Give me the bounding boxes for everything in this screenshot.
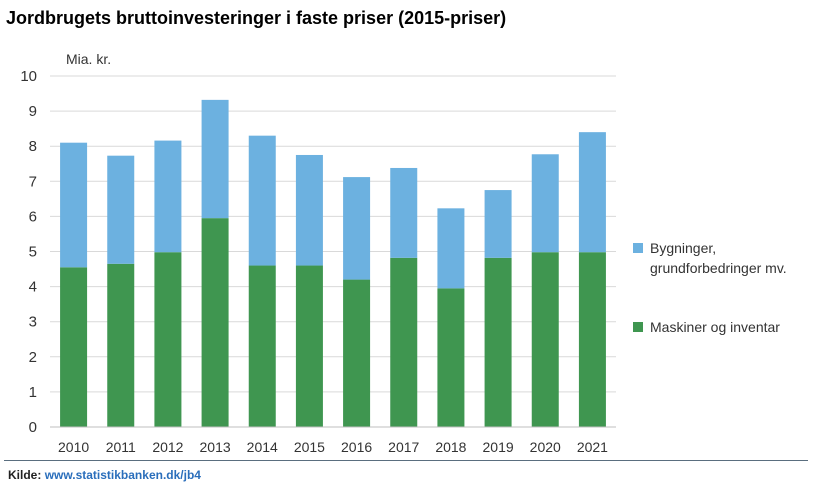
x-tick-label: 2013 (200, 439, 231, 455)
y-tick-label: 0 (29, 419, 37, 436)
bar-segment (531, 252, 559, 427)
x-tick-label: 2021 (577, 439, 608, 455)
bar-segment (295, 154, 323, 266)
x-tick-label: 2020 (530, 439, 561, 455)
bar-segment (390, 257, 418, 427)
y-tick-label: 2 (29, 349, 37, 366)
bar-segment (107, 263, 135, 427)
source-link[interactable]: www.statistikbanken.dk/jb4 (44, 468, 201, 482)
x-tick-label: 2010 (58, 439, 89, 455)
bar-segment (343, 279, 371, 427)
legend-label: Maskiner og inventar (650, 319, 780, 335)
bar-segment (201, 218, 229, 427)
gridlines (50, 75, 616, 393)
stacked-bar-chart: 0 1 2 3 4 5 6 7 8 9 10 Mia. kr. 2010 2011 2012 2013 2014… (20, 51, 787, 455)
bars (60, 99, 606, 427)
y-tick-label: 7 (29, 173, 37, 190)
bar-segment (107, 155, 135, 264)
bar-segment (531, 154, 559, 253)
x-tick-label: 2015 (294, 439, 325, 455)
x-tick-label: 2012 (152, 439, 183, 455)
bar-segment (248, 265, 276, 427)
bar-segment (437, 208, 465, 289)
bar-segment (578, 252, 606, 427)
source-divider (4, 460, 808, 461)
y-tick-label: 9 (29, 103, 37, 120)
y-tick-label: 3 (29, 314, 37, 331)
legend-label: Bygninger, grundforbedringer mv. (650, 240, 787, 276)
bar-segment (60, 142, 88, 268)
x-tick-label: 2014 (247, 439, 278, 455)
bar-segment (343, 177, 371, 280)
bar-segment (484, 190, 512, 258)
source-prefix: Kilde: (8, 468, 42, 482)
x-tick-label: 2019 (483, 439, 514, 455)
bar-segment (437, 288, 465, 427)
y-tick-label: 1 (29, 384, 37, 401)
legend-swatch (633, 243, 643, 253)
bar-segment (578, 132, 606, 253)
bar-segment (248, 135, 276, 266)
bar-segment (390, 167, 418, 258)
y-tick-label: 4 (29, 279, 37, 296)
y-axis-label: Mia. kr. (66, 51, 111, 67)
bar-segment (484, 257, 512, 427)
x-tick-label: 2017 (388, 439, 419, 455)
x-tick-label: 2011 (106, 439, 136, 455)
legend-swatch (633, 322, 643, 332)
bar-segment (154, 140, 182, 253)
chart-title: Jordbrugets bruttoinvesteringer i faste … (6, 8, 507, 28)
bar-segment (295, 265, 323, 427)
bar-segment (201, 99, 229, 219)
legend: Bygninger, grundforbedringer mv. Maskiner … (633, 240, 787, 335)
axes: 0 1 2 3 4 5 6 7 8 9 10 Mia. kr. 2010 2011 2012 2013 2014… (20, 51, 616, 455)
y-tick-label: 6 (29, 208, 37, 225)
source-note: Kilde: www.statistikbanken.dk/jb4 (8, 468, 201, 482)
x-tick-label: 2016 (341, 439, 372, 455)
bar-segment (60, 267, 88, 427)
y-tick-label: 8 (29, 138, 37, 155)
y-tick-label: 10 (20, 68, 37, 85)
x-tick-label: 2018 (435, 439, 466, 455)
y-tick-label: 5 (29, 244, 37, 261)
bar-segment (154, 252, 182, 427)
